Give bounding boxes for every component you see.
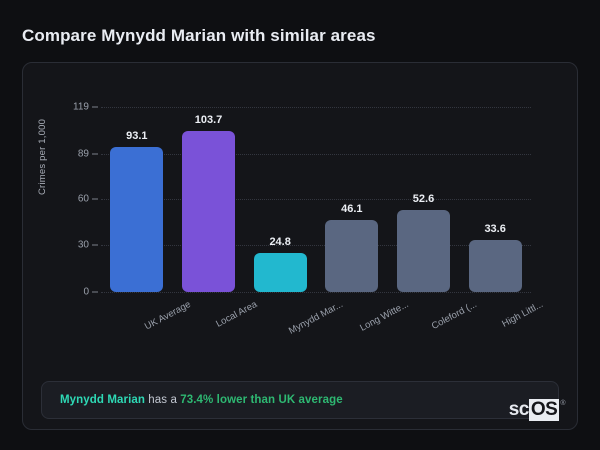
note-area-name: Mynydd Marian bbox=[60, 394, 146, 406]
y-tick-label: 89 bbox=[77, 148, 89, 160]
summary-note-text: Mynydd Marian has a 73.4% lower than UK … bbox=[60, 394, 343, 406]
y-tick-label: 30 bbox=[77, 239, 89, 251]
note-statistic: 73.4% lower than UK average bbox=[180, 394, 343, 406]
y-tick-label: 119 bbox=[73, 101, 89, 113]
bar-slot: 103.7 Local Area bbox=[182, 107, 259, 330]
note-connector: has a bbox=[145, 394, 181, 406]
bar-value-label: 46.1 bbox=[341, 203, 363, 216]
bar-slot: 33.6 High Littl... bbox=[468, 107, 545, 330]
bar-value-label: 93.1 bbox=[126, 130, 148, 143]
comparison-chart-card: Crimes per 1,000 0 30 60 89 119 93.1 UK Avera… bbox=[22, 62, 578, 430]
chart-bar[interactable] bbox=[397, 210, 450, 292]
page-title: Compare Mynydd Marian with similar areas bbox=[22, 26, 376, 45]
x-axis-category-label: Long Witte... bbox=[358, 299, 411, 334]
y-axis-title: Crimes per 1,000 bbox=[37, 118, 48, 195]
chart-plot-wrapper: Crimes per 1,000 0 30 60 89 119 93.1 UK Avera… bbox=[23, 63, 579, 363]
gridline bbox=[101, 153, 531, 155]
chart-bar[interactable] bbox=[110, 147, 164, 292]
summary-note: Mynydd Marian has a 73.4% lower than UK … bbox=[41, 381, 559, 419]
plot-area: 0 30 60 89 119 93.1 UK Average 103.7 Local Area… bbox=[73, 102, 545, 337]
bar-value-label: 24.8 bbox=[269, 236, 291, 249]
logo-prefix: sc bbox=[508, 399, 530, 420]
gridline bbox=[101, 245, 531, 247]
bars-group: 93.1 UK Average 103.7 Local Area 24.8 Mynydd … bbox=[101, 107, 545, 337]
chart-bar[interactable] bbox=[325, 220, 379, 292]
bar-slot: 52.6 Coleford (... bbox=[397, 107, 478, 332]
bar-value-label: 52.6 bbox=[412, 193, 435, 206]
y-tick-label: 0 bbox=[83, 286, 89, 298]
chart-bar[interactable] bbox=[253, 253, 307, 292]
x-axis-category-label: Local Area bbox=[213, 299, 259, 330]
y-tick-label: 60 bbox=[77, 193, 89, 205]
x-axis-category-label: UK Average bbox=[142, 299, 193, 333]
y-tick-mark bbox=[92, 106, 98, 108]
scos-logo: sc OS ® bbox=[509, 399, 565, 421]
x-axis-category-label: High Littl... bbox=[500, 299, 546, 330]
gridline bbox=[101, 198, 531, 200]
x-axis-category-label: Mynydd Mar... bbox=[287, 299, 345, 337]
gridline bbox=[101, 107, 531, 108]
logo-highlight: OS bbox=[528, 399, 560, 421]
logo-registered-mark: ® bbox=[560, 400, 565, 407]
chart-bar[interactable] bbox=[468, 239, 522, 292]
bar-slot: 24.8 Mynydd Mar... bbox=[253, 107, 345, 337]
bar-value-label: 33.6 bbox=[484, 222, 506, 235]
y-tick-mark bbox=[92, 244, 98, 246]
chart-bar[interactable] bbox=[182, 130, 235, 292]
gridline bbox=[101, 292, 531, 293]
y-tick-mark bbox=[92, 291, 98, 293]
y-tick-mark bbox=[92, 198, 98, 200]
x-axis-category-label: Coleford (... bbox=[429, 299, 479, 333]
bar-value-label: 103.7 bbox=[194, 113, 223, 126]
bar-slot: 93.1 UK Average bbox=[110, 107, 193, 332]
y-tick-mark bbox=[92, 153, 98, 155]
bar-slot: 46.1 Long Witte... bbox=[325, 107, 410, 334]
